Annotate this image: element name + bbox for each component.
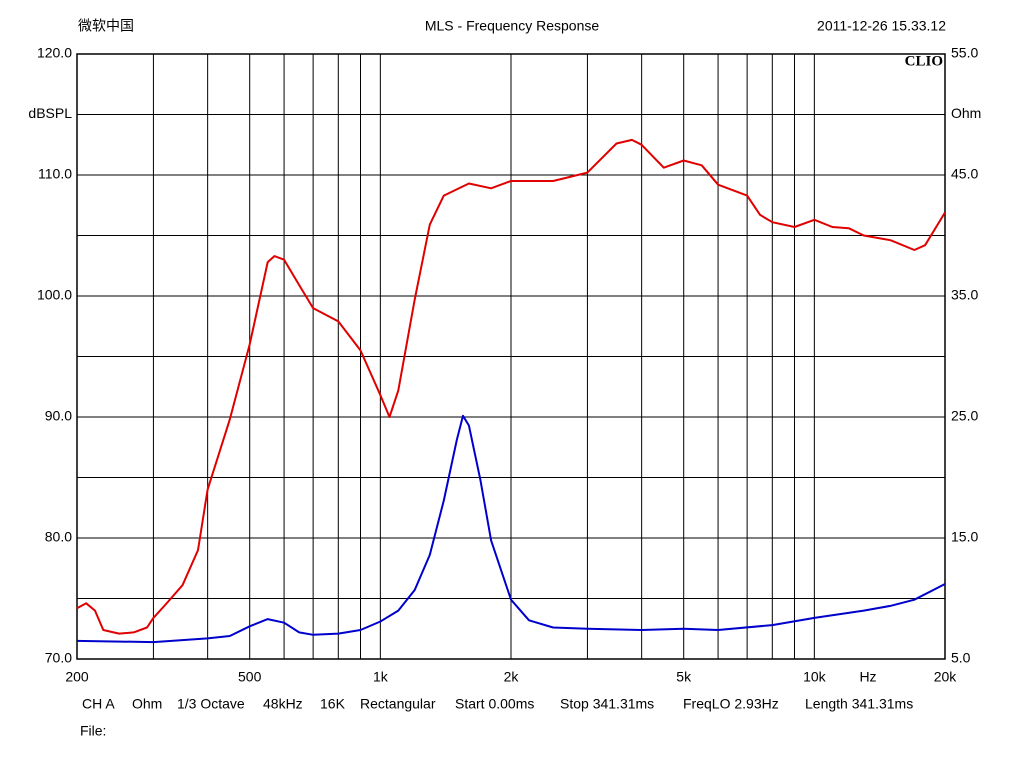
setting: FreqLO 2.93Hz: [683, 696, 779, 712]
x-tick-label: 20k: [934, 669, 958, 685]
y2-tick-label: 35.0: [951, 287, 978, 303]
data-line: [76, 138, 946, 635]
chart-title: MLS - Frequency Response: [425, 18, 600, 34]
y-tick-label: 80.0: [45, 529, 72, 545]
setting: Start 0.00ms: [455, 696, 534, 712]
y-tick-label: 100.0: [37, 287, 72, 303]
y2-tick-label: 45.0: [951, 166, 978, 182]
setting: 48kHz: [263, 696, 303, 712]
setting: Ohm: [132, 696, 162, 712]
header-left: 微软中国: [78, 18, 134, 34]
setting: Length 341.31ms: [805, 696, 913, 712]
y2-tick-label: 5.0: [951, 650, 971, 666]
y2-tick-label: 25.0: [951, 408, 978, 424]
x-tick-label: 500: [238, 669, 262, 685]
file-label: File:: [80, 723, 106, 739]
y2-axis-label: Ohm: [951, 105, 981, 121]
y2-tick-label: 15.0: [951, 529, 978, 545]
y-tick-label: 120.0: [37, 45, 72, 61]
y-tick-label: 110.0: [38, 166, 72, 182]
x-tick-label: 2k: [504, 669, 520, 685]
x-tick-label: 1k: [373, 669, 389, 685]
setting: Stop 341.31ms: [560, 696, 654, 712]
x-tick-label: 5k: [676, 669, 692, 685]
y-tick-label: 90.0: [45, 408, 72, 424]
y-tick-label: 70.0: [45, 650, 72, 666]
x-tick-label: 10k: [803, 669, 827, 685]
brand: CLIO: [905, 53, 943, 69]
x-tick-label: 200: [65, 669, 89, 685]
y-axis-label: dBSPL: [28, 105, 72, 121]
x-axis-label: Hz: [859, 669, 876, 685]
setting: Rectangular: [360, 696, 436, 712]
y2-tick-label: 55.0: [951, 45, 978, 61]
setting: 16K: [320, 696, 346, 712]
setting: CH A: [82, 696, 115, 712]
setting: 1/3 Octave: [177, 696, 245, 712]
date: 2011-12-26 15.33.12: [817, 18, 946, 34]
plot-frame: [76, 53, 946, 660]
data-line: [76, 414, 946, 644]
